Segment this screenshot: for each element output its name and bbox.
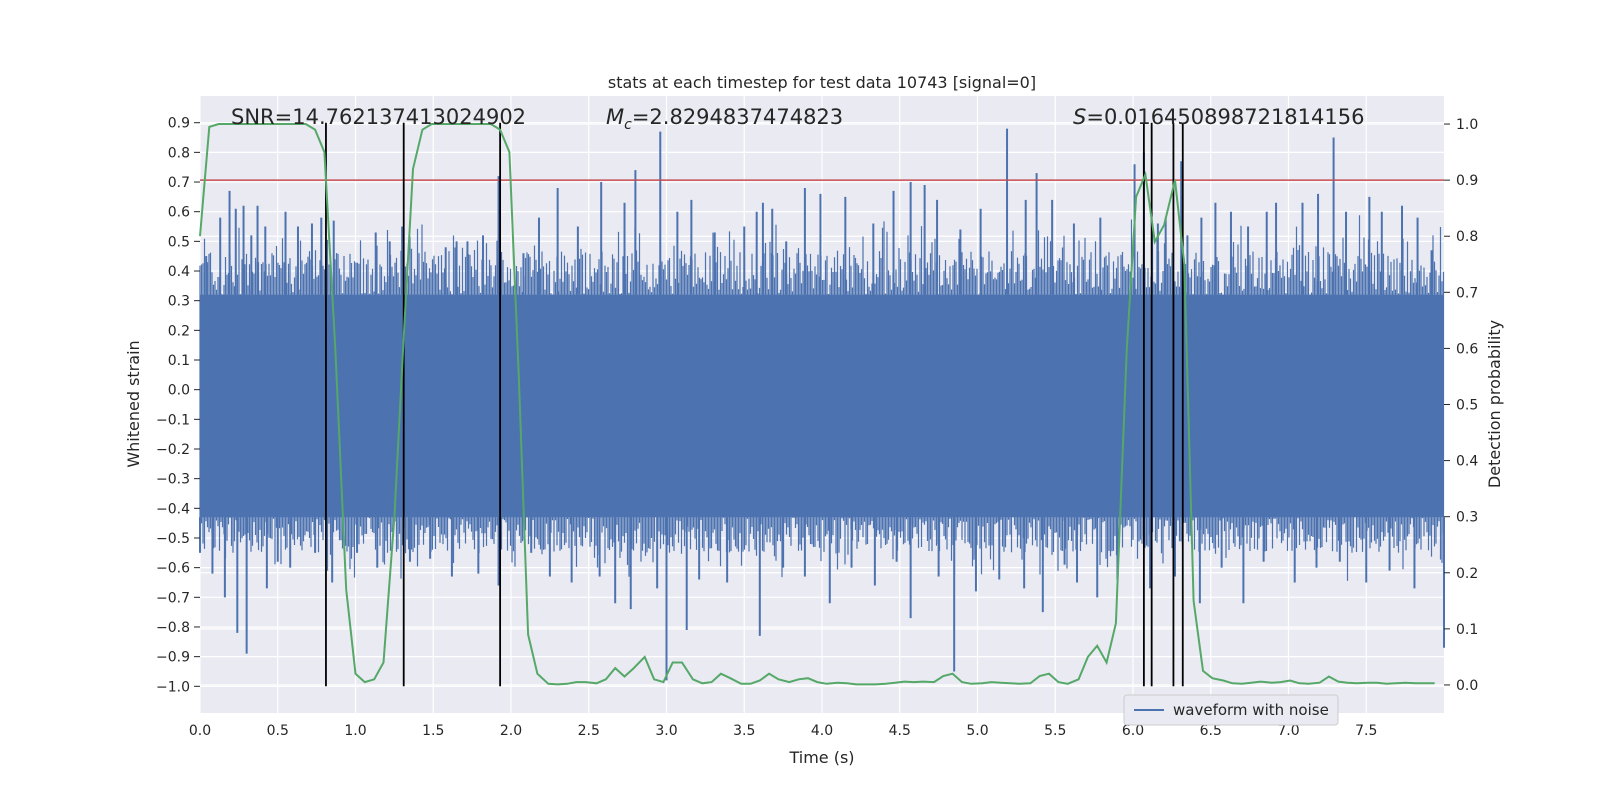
x-axis-label: Time (s) — [788, 748, 854, 767]
y-tick-labels: −1.0 −0.9 −0.8 −0.7 −0.6 −0.5 −0.4 −0.3 −0.2 −0.1… — [156, 116, 200, 695]
snr-annotation: SNR=14.762137413024902 — [231, 105, 526, 129]
y-tick-label-12: 0.2 — [168, 323, 190, 339]
chart-title: stats at each timestep for test data 107… — [608, 73, 1036, 92]
y2-tick-label-4: 0.4 — [1456, 454, 1478, 470]
y-tick-label-13: 0.3 — [168, 294, 190, 310]
x-tick-label-14: 7.0 — [1277, 723, 1299, 739]
y-tick-label-11: 0.1 — [168, 353, 190, 369]
y-tick-label-16: 0.6 — [168, 205, 190, 221]
mc-value: =2.8294837474823 — [632, 105, 843, 129]
legend-label-waveform: waveform with noise — [1173, 701, 1329, 719]
s-symbol: S — [1073, 105, 1086, 129]
y2-tick-label-6: 0.6 — [1456, 341, 1478, 357]
y2-axis-label: Detection probability — [1485, 320, 1504, 488]
score-annotation: S=0.016450898721814156 — [1073, 105, 1364, 129]
x-tick-label-2: 1.0 — [344, 723, 366, 739]
y-tick-label-8: −0.2 — [156, 442, 190, 458]
probability-layer — [199, 123, 1435, 686]
y-tick-label-19: 0.9 — [168, 116, 190, 132]
y-tick-label-17: 0.7 — [168, 175, 190, 191]
x-tick-label-11: 5.5 — [1044, 723, 1066, 739]
y2-tick-label-1: 0.1 — [1456, 622, 1478, 638]
y-tick-label-0: −1.0 — [156, 679, 190, 695]
x-tick-label-7: 3.5 — [733, 723, 755, 739]
y2-tick-label-2: 0.2 — [1456, 566, 1478, 582]
legend-box — [1123, 694, 1339, 726]
chirp-mass-annotation: Mc=2.8294837474823 — [606, 105, 843, 133]
y-tick-label-2: −0.8 — [156, 620, 190, 636]
y2-tick-labels: 0.0 0.1 0.2 0.3 0.4 0.5 0.6 0.7 0.8 0.9 1.0 — [1444, 117, 1478, 694]
y-tick-label-6: −0.4 — [156, 501, 190, 517]
y2-tick-label-3: 0.3 — [1456, 510, 1478, 526]
x-tick-label-4: 2.0 — [500, 723, 522, 739]
y2-tick-label-10: 1.0 — [1456, 117, 1478, 133]
y-tick-label-9: −0.1 — [156, 412, 190, 428]
y-axis-label: Whitened strain — [124, 340, 143, 467]
probability-line — [199, 123, 1435, 686]
y2-tick-label-0: 0.0 — [1456, 678, 1478, 694]
x-tick-label-12: 6.0 — [1122, 723, 1144, 739]
y-tick-label-1: −0.9 — [156, 650, 190, 666]
y-tick-label-3: −0.7 — [156, 590, 190, 606]
legend: waveform with noise — [1123, 694, 1339, 726]
x-tick-label-10: 5.0 — [966, 723, 988, 739]
y2-tick-label-7: 0.7 — [1456, 285, 1478, 301]
y2-tick-label-9: 0.9 — [1456, 173, 1478, 189]
y-tick-label-7: −0.3 — [156, 472, 190, 488]
waveform-series — [199, 128, 1445, 681]
vertical-markers — [325, 122, 1184, 687]
y2-tick-label-5: 0.5 — [1456, 398, 1478, 414]
x-tick-label-1: 0.5 — [267, 723, 289, 739]
x-tick-label-0: 0.0 — [189, 723, 211, 739]
y-tick-label-14: 0.4 — [168, 264, 190, 280]
x-tick-label-3: 1.5 — [422, 723, 444, 739]
x-tick-label-9: 4.5 — [889, 723, 911, 739]
mc-symbol: M — [606, 105, 624, 129]
x-tick-label-8: 4.0 — [811, 723, 833, 739]
y-tick-label-15: 0.5 — [168, 234, 190, 250]
mc-subscript: c — [624, 117, 632, 133]
y-tick-label-5: −0.5 — [156, 531, 190, 547]
x-tick-labels: 0.0 0.5 1.0 1.5 2.0 2.5 3.0 3.5 4.0 4.5 5.0 5.5 6.0 6… — [189, 723, 1378, 739]
y-tick-label-10: 0.0 — [168, 383, 190, 399]
y2-tick-label-8: 0.8 — [1456, 229, 1478, 245]
x-tick-label-6: 3.0 — [655, 723, 677, 739]
y-tick-label-18: 0.8 — [168, 145, 190, 161]
x-tick-label-13: 6.5 — [1200, 723, 1222, 739]
y-tick-label-4: −0.6 — [156, 561, 190, 577]
s-value: =0.016450898721814156 — [1086, 105, 1364, 129]
x-tick-label-5: 2.5 — [578, 723, 600, 739]
x-tick-label-15: 7.5 — [1355, 723, 1377, 739]
